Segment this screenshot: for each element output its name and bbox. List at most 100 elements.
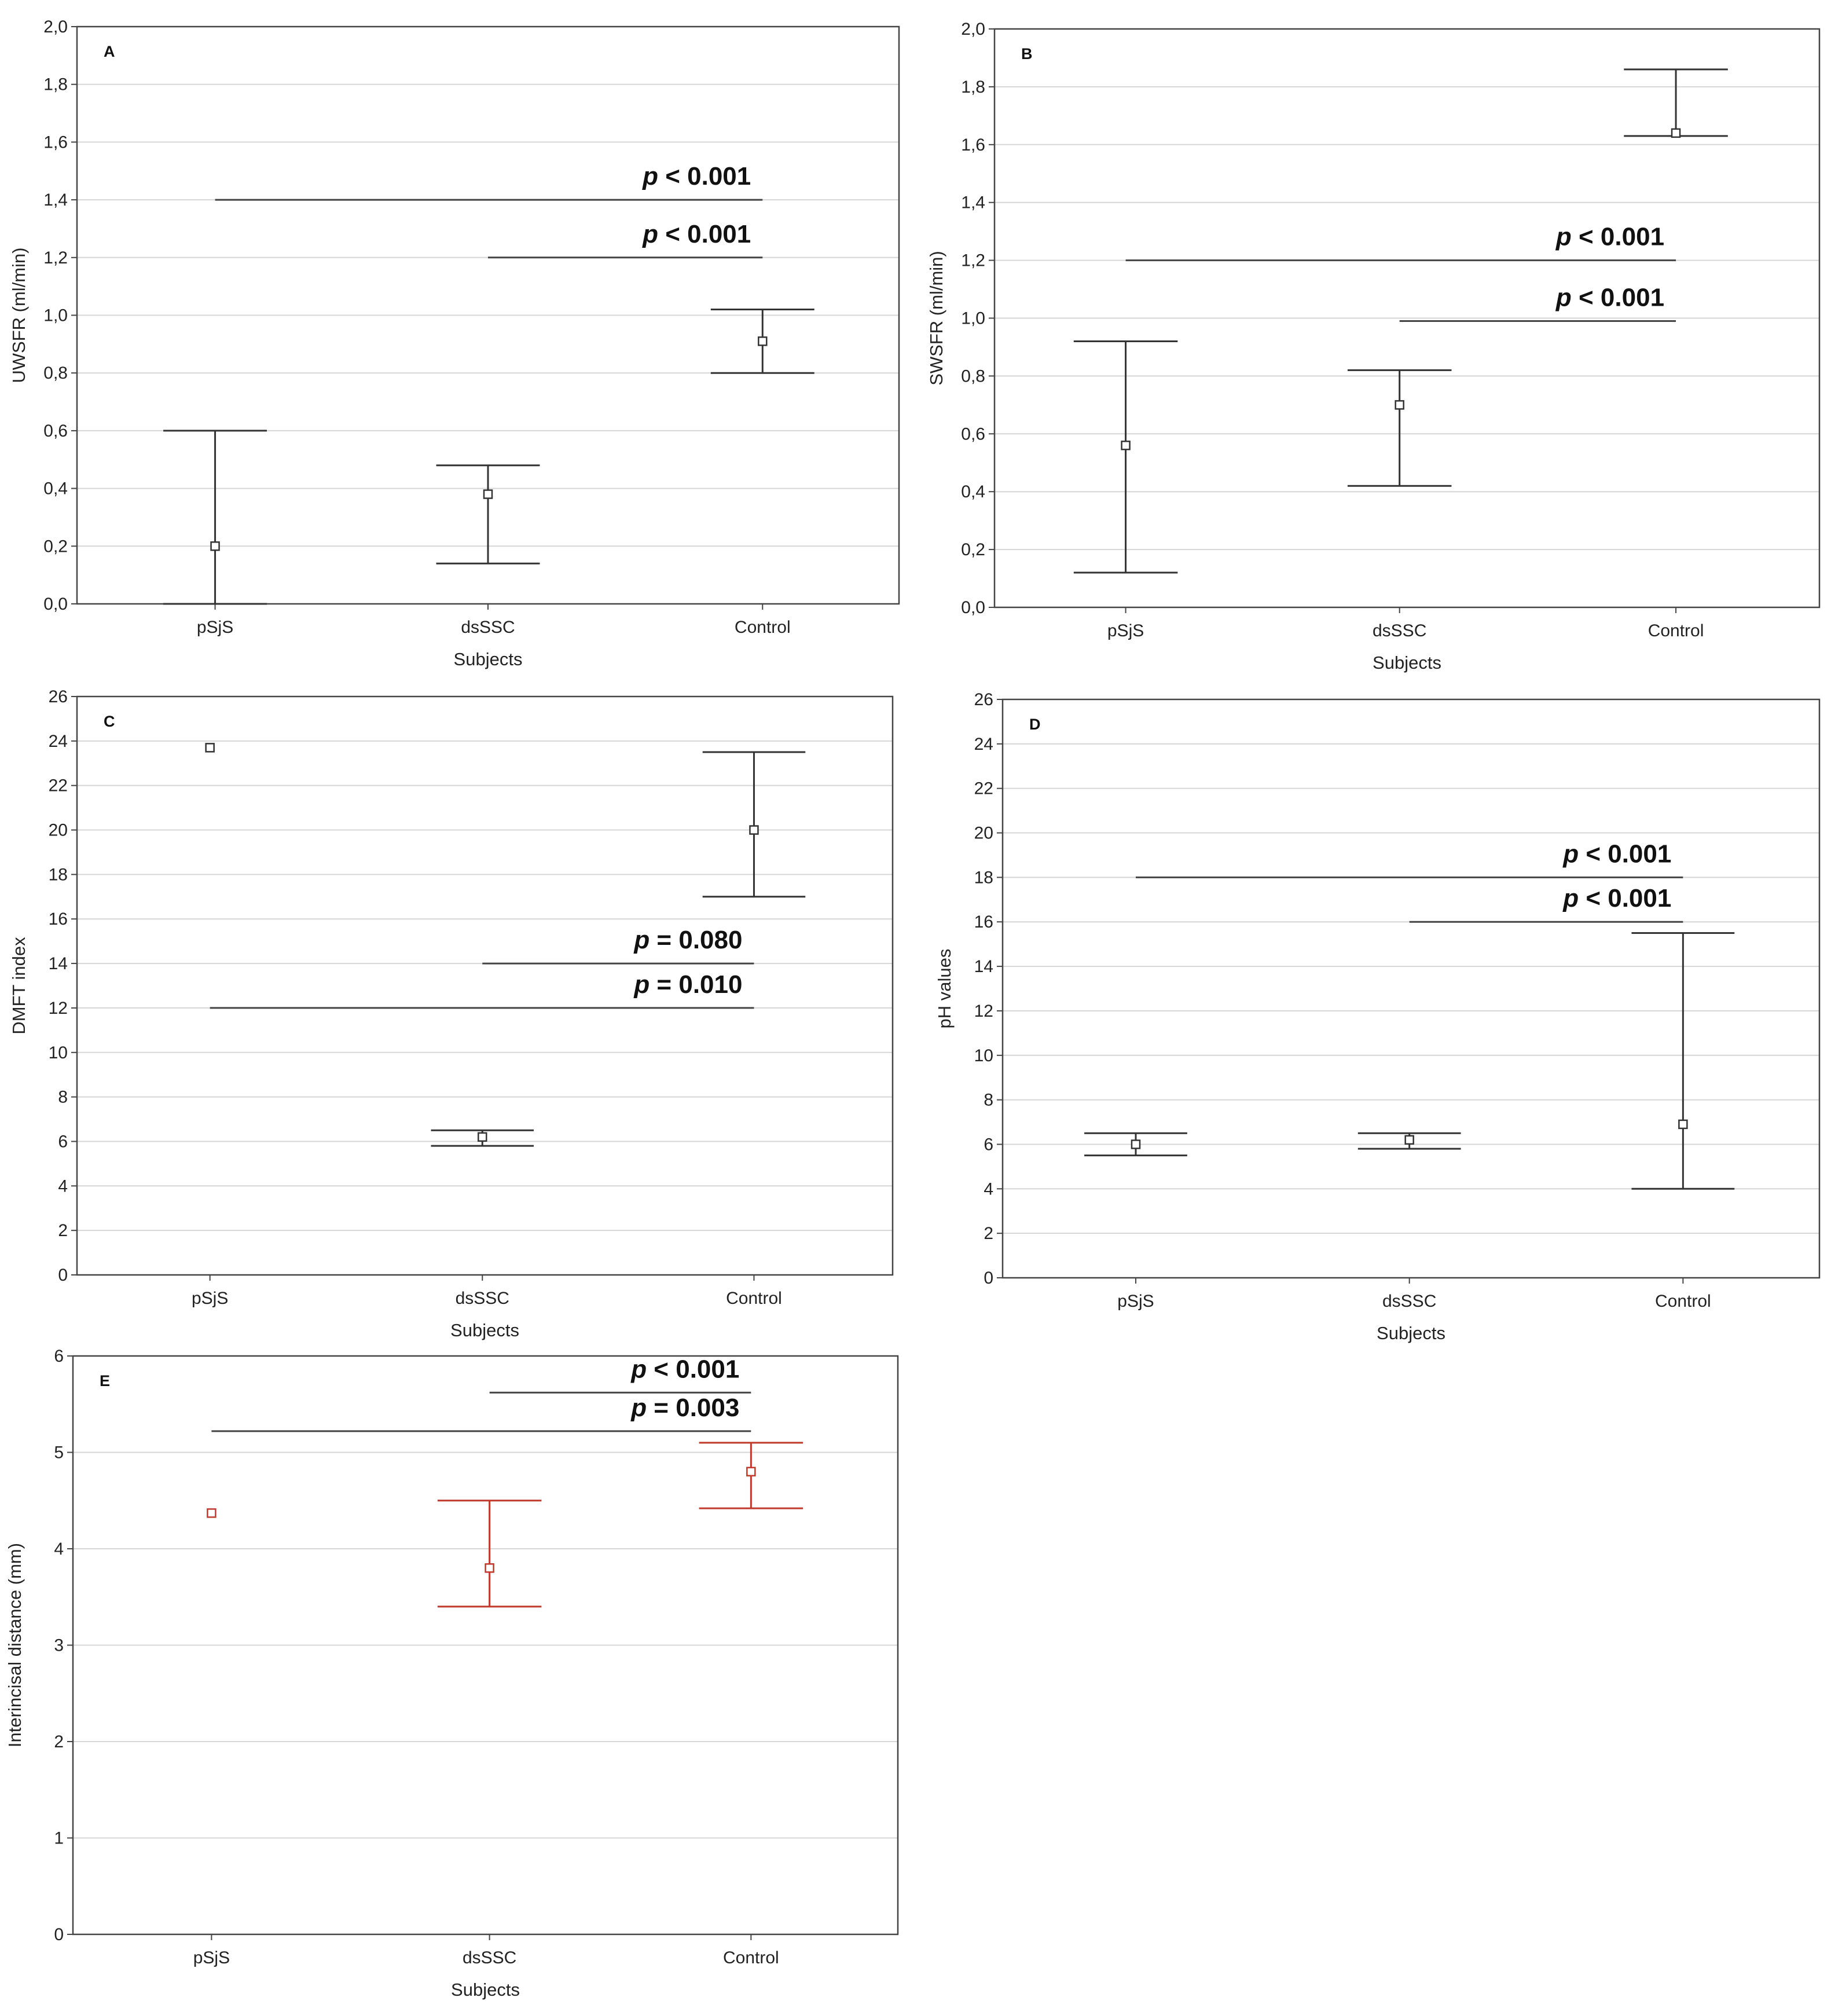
y-tick-label: 4 bbox=[984, 1179, 993, 1198]
y-tick-label: 26 bbox=[49, 687, 68, 706]
p-value-label: p < 0.001 bbox=[630, 1355, 739, 1383]
panel-letter: A bbox=[104, 43, 115, 60]
y-tick-label: 22 bbox=[49, 776, 68, 796]
y-tick-label: 0,4 bbox=[961, 482, 985, 501]
y-axis-title: Interincisal distance (mm) bbox=[5, 1543, 25, 1747]
median-marker-dsssc bbox=[485, 1563, 494, 1573]
median-marker-psjs bbox=[1121, 441, 1131, 450]
p-value-text: < 0.001 bbox=[647, 1355, 739, 1383]
median-marker-control bbox=[1678, 1119, 1688, 1130]
x-tick-label-psjs: pSjS bbox=[197, 618, 233, 637]
p-value-label: p < 0.001 bbox=[1562, 840, 1671, 868]
y-tick-label: 1,8 bbox=[43, 75, 68, 94]
panel-letter: B bbox=[1021, 45, 1033, 63]
median-marker-psjs bbox=[210, 541, 220, 551]
x-tick-label-dsssc: dsSSC bbox=[1382, 1292, 1436, 1311]
median-marker-dsssc bbox=[478, 1132, 487, 1142]
p-symbol: p bbox=[1562, 840, 1579, 868]
y-tick-label: 10 bbox=[974, 1046, 993, 1065]
y-tick-label: 1,2 bbox=[961, 251, 985, 270]
x-tick-label-control: Control bbox=[723, 1948, 779, 1967]
y-tick-label: 0,6 bbox=[43, 421, 68, 441]
y-tick-label: 0,4 bbox=[43, 479, 68, 498]
median-marker-control bbox=[746, 1467, 756, 1477]
x-tick-label-control: Control bbox=[726, 1289, 782, 1308]
y-tick-label: 2,0 bbox=[961, 20, 985, 39]
panel-a: 0,0 0,2 0,4 0,6 0,8 1,0 1,2 1,4 1,6 1,8 2,0 pSjS dsS… bbox=[9, 17, 900, 669]
y-tick-label: 6 bbox=[58, 1132, 68, 1151]
x-tick-label-psjs: pSjS bbox=[192, 1289, 228, 1308]
y-tick-label: 5 bbox=[54, 1443, 64, 1462]
y-tick-label: 0,2 bbox=[961, 540, 985, 559]
panel-e: 0 1 2 3 4 5 6 pSjS dsSSC Control Subjects Interinci… bbox=[5, 1347, 899, 2000]
x-tick-label-dsssc: dsSSC bbox=[456, 1289, 509, 1308]
p-value-text: < 0.001 bbox=[658, 162, 751, 190]
p-value-label: p < 0.001 bbox=[1555, 283, 1664, 311]
y-tick-label: 0,8 bbox=[43, 364, 68, 383]
p-symbol: p bbox=[1562, 884, 1579, 912]
y-tick-label: 4 bbox=[54, 1540, 64, 1559]
x-axis-title: Subjects bbox=[450, 1320, 519, 1340]
y-axis-title: DMFT index bbox=[9, 937, 29, 1035]
y-tick-label: 24 bbox=[49, 732, 68, 751]
y-tick-label: 8 bbox=[58, 1088, 68, 1107]
y-tick-label: 6 bbox=[984, 1135, 993, 1154]
y-tick-label: 0,8 bbox=[961, 366, 985, 386]
plot-frame bbox=[76, 695, 894, 1276]
p-value-label: p < 0.001 bbox=[642, 162, 751, 190]
y-tick-label: 1,4 bbox=[961, 193, 985, 212]
y-tick-label: 16 bbox=[49, 910, 68, 929]
y-tick-label: 14 bbox=[49, 954, 68, 973]
y-tick-label: 6 bbox=[54, 1347, 64, 1366]
y-tick-label: 1,0 bbox=[961, 309, 985, 328]
y-tick-label: 22 bbox=[974, 779, 993, 798]
p-value-label: p = 0.010 bbox=[633, 970, 742, 999]
y-axis-title: pH values bbox=[934, 949, 955, 1029]
panel-letter: C bbox=[104, 713, 115, 730]
x-axis-title: Subjects bbox=[1373, 653, 1441, 673]
y-tick-label: 1,0 bbox=[43, 306, 68, 325]
y-tick-label: 1,4 bbox=[43, 190, 68, 210]
median-marker-psjs bbox=[205, 743, 215, 753]
y-tick-label: 18 bbox=[974, 868, 993, 887]
y-axis-title: UWSFR (ml/min) bbox=[9, 247, 29, 383]
panel-letter: E bbox=[100, 1372, 110, 1390]
y-axis-title: SWSFR (ml/min) bbox=[926, 251, 946, 385]
y-tick-label: 0,2 bbox=[43, 537, 68, 556]
x-tick-label-psjs: pSjS bbox=[1117, 1292, 1154, 1311]
x-tick-label-control: Control bbox=[1648, 621, 1704, 640]
y-tick-label: 8 bbox=[984, 1091, 993, 1110]
p-value-label: p = 0.080 bbox=[633, 926, 742, 954]
y-tick-label: 2 bbox=[54, 1732, 64, 1751]
median-marker-psjs bbox=[1131, 1139, 1141, 1149]
y-tick-label: 14 bbox=[974, 957, 993, 976]
p-value-text: = 0.003 bbox=[647, 1394, 739, 1422]
x-tick-label-psjs: pSjS bbox=[1107, 621, 1144, 640]
x-axis-title: Subjects bbox=[1377, 1323, 1445, 1343]
y-tick-label: 16 bbox=[974, 912, 993, 932]
median-marker-control bbox=[749, 825, 759, 835]
p-symbol: p bbox=[630, 1394, 647, 1422]
y-tick-label: 1,6 bbox=[43, 133, 68, 152]
median-marker-control bbox=[1671, 128, 1681, 138]
y-tick-label: 2,0 bbox=[43, 17, 68, 36]
y-tick-label: 12 bbox=[974, 1002, 993, 1021]
y-tick-label: 20 bbox=[49, 821, 68, 840]
y-tick-label: 18 bbox=[49, 865, 68, 884]
y-tick-label: 0,6 bbox=[961, 424, 985, 443]
panel-letter: D bbox=[1029, 716, 1041, 733]
p-symbol: p bbox=[642, 220, 658, 248]
y-tick-label: 20 bbox=[974, 824, 993, 843]
p-symbol: p bbox=[1555, 283, 1572, 311]
y-tick-label: 0,0 bbox=[961, 598, 985, 617]
x-tick-label-psjs: pSjS bbox=[193, 1948, 230, 1967]
median-marker-psjs bbox=[207, 1508, 217, 1518]
x-tick-label-dsssc: dsSSC bbox=[463, 1948, 516, 1967]
x-tick-label-control: Control bbox=[1655, 1292, 1711, 1311]
median-marker-dsssc bbox=[1395, 400, 1404, 410]
y-tick-label: 4 bbox=[58, 1176, 68, 1196]
y-tick-label: 0,0 bbox=[43, 595, 68, 614]
x-axis-title: Subjects bbox=[451, 1980, 520, 2000]
